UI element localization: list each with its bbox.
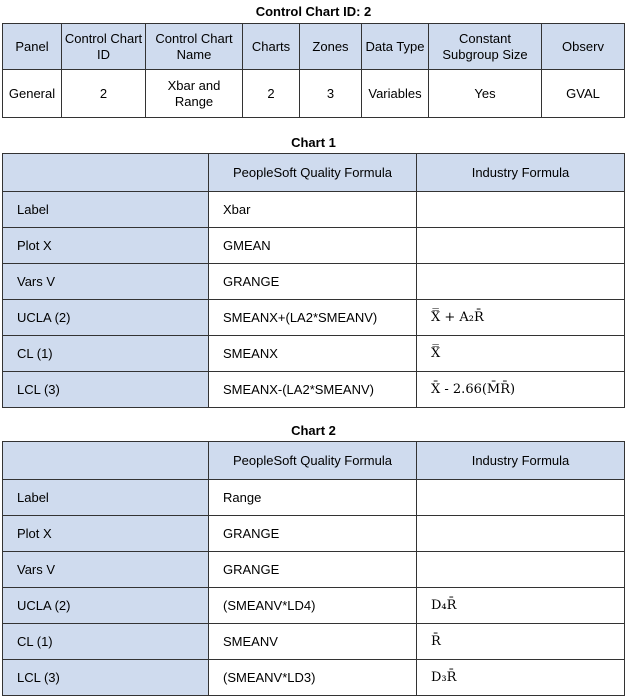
peoplesoft-formula: (SMEANV*LD4) — [208, 587, 417, 624]
header-blank — [2, 153, 209, 192]
cell-constant-subgroup-size: Yes — [428, 69, 542, 118]
row-label: LCL (3) — [2, 659, 209, 696]
industry-formula: D₃R̄ — [416, 659, 625, 696]
peoplesoft-formula: (SMEANV*LD3) — [208, 659, 417, 696]
row-label: UCLA (2) — [2, 587, 209, 624]
chart2-table: PeopleSoft Quality Formula Industry Formu… — [2, 441, 625, 696]
chart1-table: PeopleSoft Quality Formula Industry Formu… — [2, 153, 625, 408]
row-label: Plot X — [2, 227, 209, 264]
industry-formula: X̿ + A₂R̄ — [416, 299, 625, 336]
chart1-title: Chart 1 — [291, 135, 336, 150]
row-label: Label — [2, 191, 209, 228]
row-label: Vars V — [2, 263, 209, 300]
peoplesoft-formula: GRANGE — [208, 515, 417, 552]
row-label: UCLA (2) — [2, 299, 209, 336]
industry-formula: R̄ — [416, 623, 625, 660]
peoplesoft-formula: Xbar — [208, 191, 417, 228]
cell-data-type: Variables — [361, 69, 429, 118]
header-peoplesoft-formula: PeopleSoft Quality Formula — [208, 441, 417, 480]
peoplesoft-formula: SMEANX-(LA2*SMEANV) — [208, 371, 417, 408]
header-panel: Panel — [2, 23, 62, 70]
peoplesoft-formula: Range — [208, 479, 417, 516]
table-row: CL (1) SMEANX X̿ — [2, 335, 625, 372]
row-label: CL (1) — [2, 623, 209, 660]
peoplesoft-formula: SMEANX — [208, 335, 417, 372]
table-row: Plot X GRANGE — [2, 515, 625, 552]
chart2-title: Chart 2 — [291, 423, 336, 438]
header-blank — [2, 441, 209, 480]
peoplesoft-formula: GMEAN — [208, 227, 417, 264]
industry-formula: D₄R̄ — [416, 587, 625, 624]
row-label: Label — [2, 479, 209, 516]
table-row: UCLA (2) (SMEANV*LD4) D₄R̄ — [2, 587, 625, 624]
header-data-type: Data Type — [361, 23, 429, 70]
header-industry-formula: Industry Formula — [416, 441, 625, 480]
cell-panel: General — [2, 69, 62, 118]
table-row: Label Range — [2, 479, 625, 516]
industry-formula — [416, 551, 625, 588]
table-row: Plot X GMEAN — [2, 227, 625, 264]
peoplesoft-formula: SMEANX+(LA2*SMEANV) — [208, 299, 417, 336]
cell-observ: GVAL — [541, 69, 625, 118]
industry-formula: X̄ - 2.66(M̄R̄) — [416, 371, 625, 408]
table-row: LCL (3) SMEANX-(LA2*SMEANV) X̄ - 2.66(M̄R̄… — [2, 371, 625, 408]
header-charts: Charts — [242, 23, 300, 70]
industry-formula: X̿ — [416, 335, 625, 372]
header-peoplesoft-formula: PeopleSoft Quality Formula — [208, 153, 417, 192]
header-control-chart-name: Control Chart Name — [145, 23, 243, 70]
row-label: Vars V — [2, 551, 209, 588]
summary-title: Control Chart ID: 2 — [255, 4, 372, 19]
table-row: Vars V GRANGE — [2, 551, 625, 588]
table-row: Vars V GRANGE — [2, 263, 625, 300]
industry-formula — [416, 515, 625, 552]
peoplesoft-formula: GRANGE — [208, 551, 417, 588]
peoplesoft-formula: GRANGE — [208, 263, 417, 300]
peoplesoft-formula: SMEANV — [208, 623, 417, 660]
header-industry-formula: Industry Formula — [416, 153, 625, 192]
row-label: LCL (3) — [2, 371, 209, 408]
table-row: CL (1) SMEANV R̄ — [2, 623, 625, 660]
industry-formula — [416, 191, 625, 228]
industry-formula — [416, 479, 625, 516]
cell-charts: 2 — [242, 69, 300, 118]
row-label: CL (1) — [2, 335, 209, 372]
header-constant-subgroup-size: Constant Subgroup Size — [428, 23, 542, 70]
cell-zones: 3 — [299, 69, 362, 118]
row-label: Plot X — [2, 515, 209, 552]
table-row: Label Xbar — [2, 191, 625, 228]
header-zones: Zones — [299, 23, 362, 70]
header-control-chart-id: Control Chart ID — [61, 23, 146, 70]
summary-table: Panel Control Chart ID Control Chart Nam… — [2, 23, 625, 118]
table-row: UCLA (2) SMEANX+(LA2*SMEANV) X̿ + A₂R̄ — [2, 299, 625, 336]
cell-control-chart-name: Xbar and Range — [145, 69, 243, 118]
table-row: LCL (3) (SMEANV*LD3) D₃R̄ — [2, 659, 625, 696]
header-observ: Observ — [541, 23, 625, 70]
industry-formula — [416, 227, 625, 264]
cell-control-chart-id: 2 — [61, 69, 146, 118]
industry-formula — [416, 263, 625, 300]
